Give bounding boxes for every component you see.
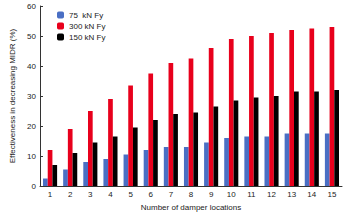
svg-text:14: 14 [307, 190, 316, 199]
svg-text:60: 60 [27, 2, 36, 11]
svg-text:3: 3 [88, 190, 93, 199]
svg-text:75 kN Fy: 75 kN Fy [69, 11, 103, 20]
svg-text:9: 9 [209, 190, 214, 199]
svg-text:11: 11 [247, 190, 256, 199]
svg-text:30: 30 [27, 92, 36, 101]
svg-text:13: 13 [287, 190, 296, 199]
svg-text:6: 6 [149, 190, 154, 199]
svg-text:12: 12 [267, 190, 276, 199]
svg-text:50: 50 [27, 32, 36, 41]
svg-text:4: 4 [108, 190, 113, 199]
svg-text:40: 40 [27, 62, 36, 71]
svg-text:8: 8 [189, 190, 194, 199]
svg-text:Number of damper locations: Number of damper locations [141, 203, 242, 212]
svg-text:7: 7 [169, 190, 174, 199]
svg-text:1: 1 [48, 190, 53, 199]
svg-text:2: 2 [68, 190, 73, 199]
svg-text:10: 10 [27, 152, 36, 161]
svg-text:5: 5 [128, 190, 133, 199]
svg-text:15: 15 [327, 190, 336, 199]
svg-text:300 kN Fy: 300 kN Fy [69, 22, 105, 31]
svg-text:Effectiveness in decreasing MI: Effectiveness in decreasing MIDR (%) [8, 28, 17, 163]
svg-text:0: 0 [32, 182, 37, 191]
svg-text:20: 20 [27, 122, 36, 131]
svg-text:10: 10 [227, 190, 236, 199]
svg-text:150 kN Fy: 150 kN Fy [69, 33, 105, 42]
